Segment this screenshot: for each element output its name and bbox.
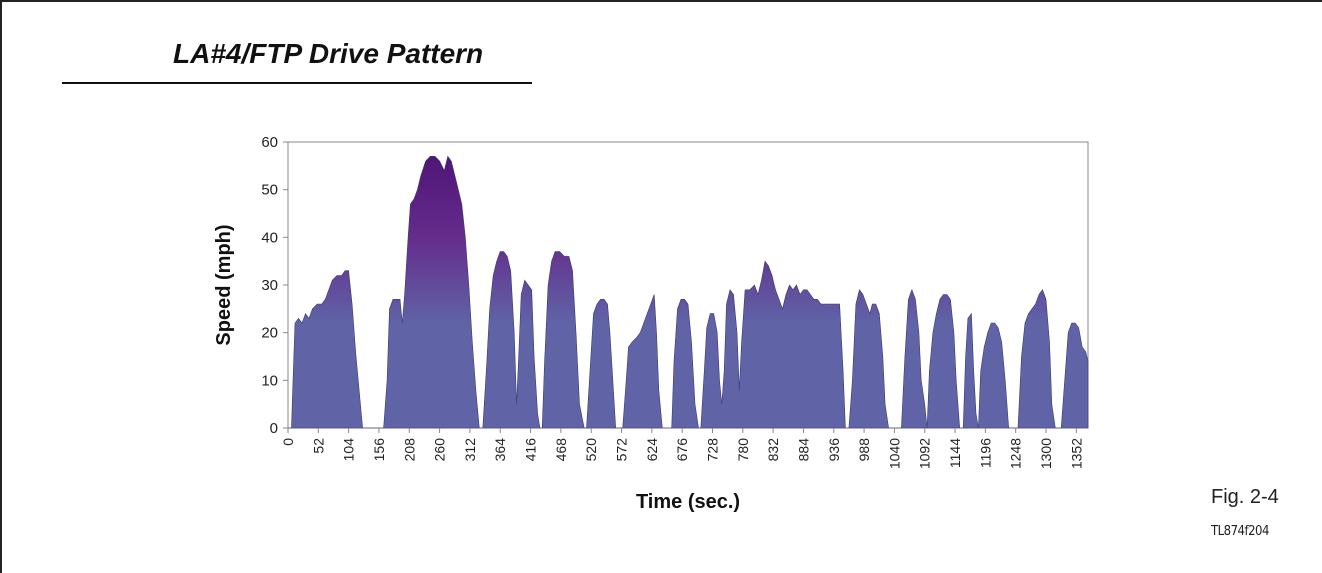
x-tick-label: 260 <box>432 438 448 462</box>
x-tick-label: 884 <box>795 438 811 462</box>
x-tick-label: 572 <box>614 438 630 462</box>
x-tick-label: 416 <box>523 438 539 462</box>
y-tick-label: 50 <box>261 182 278 199</box>
x-tick-label: 364 <box>492 438 508 462</box>
x-tick-label: 936 <box>826 438 842 462</box>
x-tick-label: 1196 <box>977 438 993 468</box>
frame-top-border <box>0 0 1322 2</box>
y-axis-ticks: 0 10 20 30 40 50 60 <box>261 134 288 437</box>
x-tick-label: 676 <box>674 438 690 462</box>
speed-time-chart: 0 10 20 30 40 50 60 0 52 104 156 208 260 312 364 416 46… <box>213 134 1089 513</box>
x-tick-label: 1040 <box>886 438 902 469</box>
x-tick-label: 156 <box>371 438 387 462</box>
heading-underline <box>62 82 532 84</box>
figure-code: TL874f204 <box>1211 524 1269 539</box>
y-axis-label: Speed (mph) <box>213 224 235 345</box>
x-tick-label: 208 <box>401 438 417 462</box>
x-tick-label: 728 <box>704 438 720 462</box>
x-tick-label: 1300 <box>1038 438 1054 469</box>
y-tick-label: 40 <box>261 229 278 246</box>
figure-heading: LA#4/FTP Drive Pattern <box>173 38 484 69</box>
x-tick-label: 312 <box>462 438 478 462</box>
x-tick-label: 0 <box>280 438 296 446</box>
y-tick-label: 0 <box>270 420 278 437</box>
x-tick-label: 104 <box>341 438 357 462</box>
x-tick-label: 1092 <box>917 438 933 469</box>
x-tick-label: 1248 <box>1008 438 1024 469</box>
y-tick-label: 30 <box>261 277 278 294</box>
x-axis-ticks: 0 52 104 156 208 260 312 364 416 468 520 572 624 676 7… <box>280 428 1084 469</box>
frame-left-border <box>0 0 2 573</box>
speed-area-series <box>288 155 1089 429</box>
x-tick-label: 988 <box>856 438 872 462</box>
x-tick-label: 52 <box>310 438 326 454</box>
y-tick-label: 60 <box>261 134 278 151</box>
x-tick-label: 468 <box>553 438 569 462</box>
x-tick-label: 1144 <box>947 438 963 468</box>
figure-number: Fig. 2-4 <box>1211 486 1279 508</box>
x-tick-label: 780 <box>735 438 751 462</box>
y-tick-label: 20 <box>261 325 278 342</box>
x-tick-label: 624 <box>644 438 660 462</box>
x-tick-label: 1352 <box>1068 438 1084 469</box>
x-axis-label: Time (sec.) <box>636 491 740 513</box>
y-tick-label: 10 <box>261 372 278 389</box>
x-tick-label: 520 <box>583 438 599 462</box>
x-tick-label: 832 <box>765 438 781 462</box>
